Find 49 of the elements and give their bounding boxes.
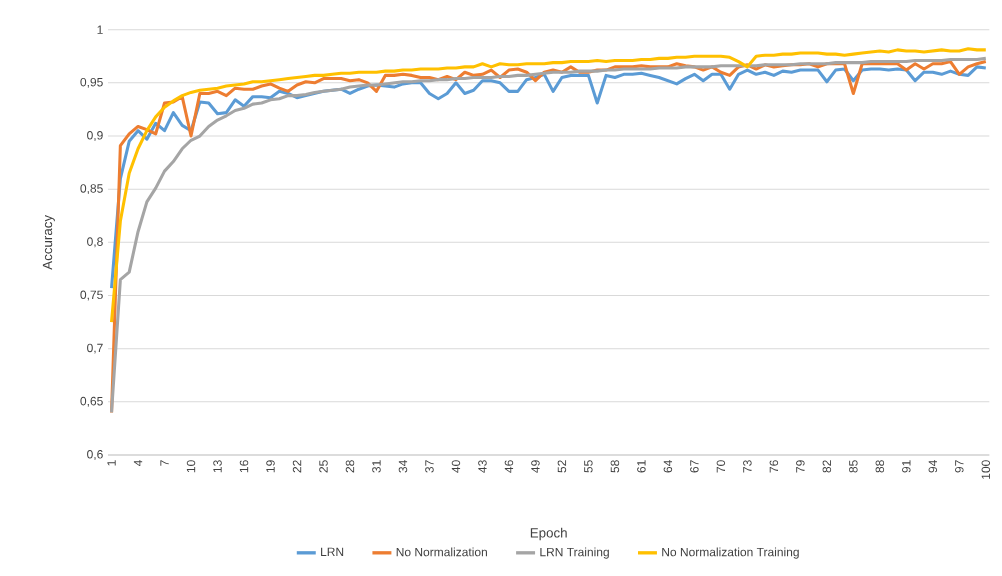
legend-label: No Normalization Training	[662, 547, 799, 559]
x-tick-label: 55	[584, 460, 593, 473]
y-tick-label: 0,9	[87, 131, 103, 141]
x-tick-label: 22	[292, 460, 302, 473]
y-tick-label: 0,65	[80, 396, 103, 407]
x-tick-label: 73	[743, 460, 752, 473]
x-tick-label: 76	[769, 460, 779, 473]
x-tick-label: 49	[531, 460, 540, 473]
legend-label: No Normalization	[396, 547, 487, 557]
x-tick-label: 97	[955, 460, 964, 473]
x-tick-label: 7	[160, 460, 169, 466]
x-tick-label: 31	[372, 460, 381, 473]
x-tick-label: 58	[610, 460, 620, 473]
x-tick-label: 46	[504, 460, 514, 473]
y-tick-label: 0,95	[80, 77, 103, 88]
x-tick-label: 43	[478, 460, 487, 473]
x-tick-label: 94	[928, 460, 938, 473]
x-tick-label: 64	[663, 460, 673, 473]
x-tick-label: 88	[875, 460, 885, 473]
x-tick-label: 82	[822, 460, 832, 473]
x-tick-label: 70	[716, 460, 726, 473]
legend-label: LRN Training	[540, 547, 609, 559]
x-tick-label: 85	[849, 460, 858, 473]
y-tick-label: 0,6	[87, 450, 103, 460]
x-tick-label: 4	[133, 460, 143, 467]
y-tick-label: 0,85	[80, 184, 103, 195]
x-tick-label: 91	[902, 460, 911, 473]
y-tick-label: 0,7	[87, 343, 103, 354]
x-tick-label: 13	[213, 460, 222, 473]
x-tick-label: 79	[796, 460, 805, 473]
x-tick-label: 16	[239, 460, 249, 473]
x-tick-label: 100	[981, 460, 991, 479]
x-tick-label: 40	[451, 460, 461, 473]
legend-label: LRN	[321, 547, 344, 556]
y-tick-label: 0,75	[80, 290, 103, 301]
x-tick-label: 67	[690, 460, 699, 473]
x-tick-label: 37	[425, 460, 434, 473]
x-tick-label: 10	[186, 460, 196, 473]
x-axis-title: Epoch	[530, 527, 567, 541]
y-axis-title: Accuracy	[42, 214, 55, 270]
y-tick-label: 0,8	[87, 237, 103, 248]
x-tick-label: 1	[107, 460, 116, 466]
x-tick-label: 25	[319, 460, 328, 473]
x-tick-label: 52	[557, 460, 567, 473]
y-tick-label: 1	[97, 25, 103, 34]
x-tick-label: 34	[398, 460, 408, 473]
x-tick-label: 19	[266, 460, 275, 473]
x-tick-label: 61	[637, 460, 646, 473]
x-tick-label: 28	[345, 460, 355, 473]
